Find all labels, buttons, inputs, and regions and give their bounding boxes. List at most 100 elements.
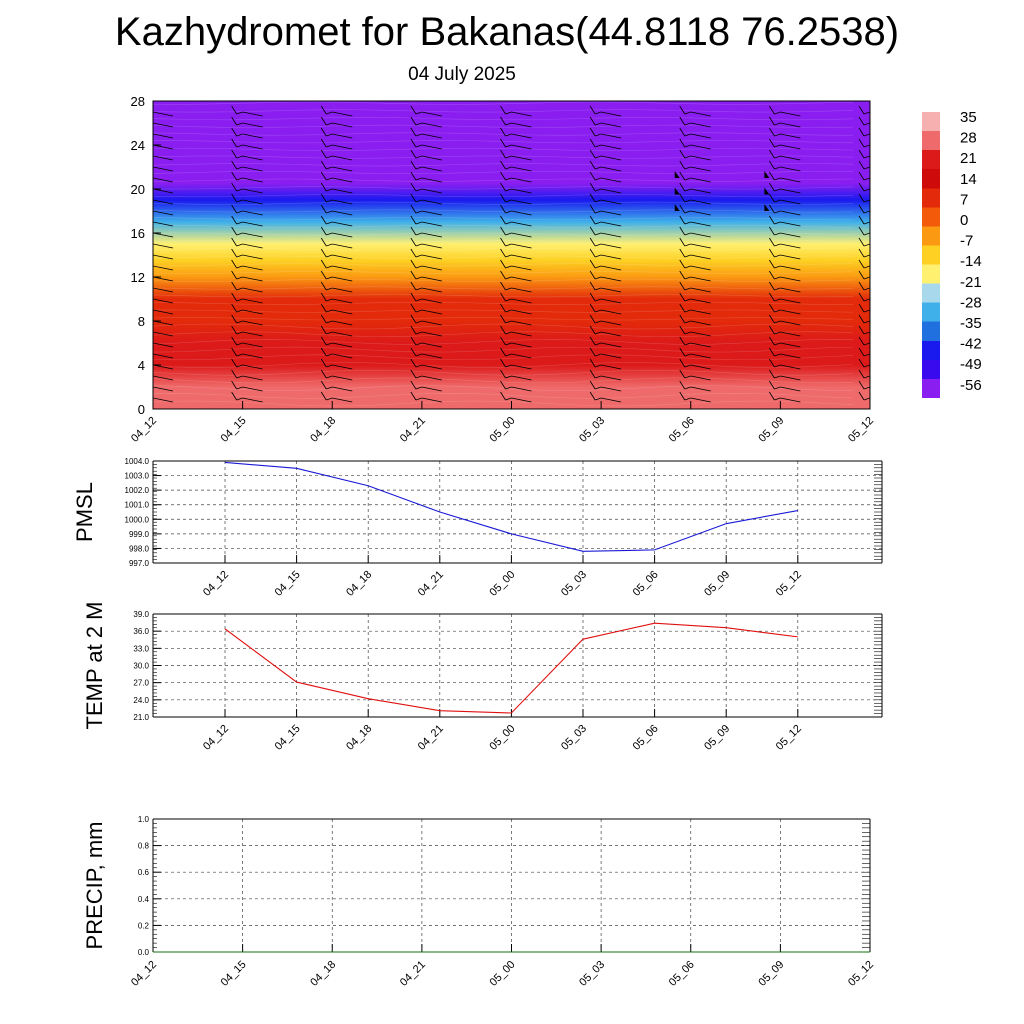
- barb-tail: [242, 155, 263, 161]
- wind-barbs: [142, 105, 870, 403]
- barb-tail: [332, 243, 353, 249]
- y-tick-label: 1.0: [138, 815, 150, 824]
- wind-barb: [589, 358, 622, 370]
- x-tick-label: 05_00: [488, 959, 518, 989]
- barb-tail: [153, 133, 174, 139]
- barb-flag: [500, 160, 506, 170]
- wind-barb: [769, 105, 801, 117]
- barb-tail: [869, 222, 870, 223]
- barb-flag: [320, 281, 327, 291]
- barb-shaft: [153, 112, 154, 113]
- barb-shaft: [684, 177, 691, 181]
- wind-barb: [500, 380, 532, 392]
- barb-shaft: [415, 133, 423, 137]
- barb-flag: [410, 259, 417, 269]
- wind-barb: [153, 287, 174, 293]
- contour-line: [153, 323, 854, 330]
- wind-barb: [589, 182, 622, 194]
- wind-barb: [231, 127, 263, 139]
- wind-barb: [589, 303, 622, 315]
- barb-tail: [332, 309, 353, 315]
- wind-barb: [231, 248, 263, 260]
- barb-shaft: [684, 320, 691, 324]
- barb-shaft: [153, 178, 154, 179]
- barb-shaft: [594, 386, 602, 390]
- y-tick-label: 21.0: [133, 713, 149, 722]
- wind-barb: [589, 237, 622, 249]
- x-tick-label: 04_18: [344, 569, 374, 599]
- barb-shaft: [863, 122, 870, 126]
- barb-tail: [690, 243, 711, 249]
- barb-tail: [690, 199, 711, 205]
- wind-barb: [858, 215, 870, 225]
- barb-flag: [679, 116, 686, 126]
- barb-flag: [858, 127, 865, 137]
- barb-tail: [421, 331, 442, 337]
- wind-barb: [410, 237, 442, 249]
- wind-barb: [679, 237, 711, 249]
- wind-barb: [231, 182, 263, 194]
- barb-shaft: [594, 243, 602, 247]
- barb-flag: [410, 149, 417, 159]
- barb-shaft: [684, 221, 691, 225]
- barb-flag: [858, 204, 865, 214]
- barb-shaft: [236, 122, 243, 126]
- barb-flag: [320, 171, 327, 181]
- x-tick-label: 04_18: [308, 415, 338, 445]
- barb-tail: [601, 320, 622, 326]
- barb-shaft: [684, 342, 691, 346]
- barb-flag: [231, 358, 237, 368]
- wind-barb: [500, 303, 532, 315]
- barb-flag: [410, 281, 417, 291]
- barb-flag: [410, 127, 417, 137]
- wind-barb: [142, 304, 174, 315]
- wind-barb: [589, 325, 622, 337]
- y-tick-label: 0: [138, 402, 145, 417]
- barb-shaft: [326, 254, 333, 258]
- barb-shaft: [236, 177, 243, 181]
- wind-barb: [589, 226, 622, 238]
- barb-tail: [601, 133, 622, 139]
- wind-barb: [500, 237, 532, 249]
- wind-barb: [320, 347, 353, 359]
- barb-flag: [320, 336, 327, 346]
- wind-barb: [500, 138, 532, 150]
- barb-flag: [142, 304, 147, 312]
- wind-barb: [410, 358, 442, 370]
- barb-shaft: [774, 397, 781, 401]
- barb-tail: [780, 342, 801, 348]
- barb-tail: [421, 309, 442, 315]
- wind-barb: [153, 122, 174, 128]
- barb-shaft: [594, 298, 602, 302]
- barb-flag: [320, 303, 327, 313]
- barb-flag: [410, 182, 417, 192]
- barb-shaft: [415, 320, 423, 324]
- barb-tail: [690, 177, 711, 183]
- y-tick-label: 27.0: [133, 679, 149, 688]
- barb-shaft: [774, 254, 781, 258]
- barb-tail: [153, 287, 174, 293]
- barb-tail: [511, 155, 532, 161]
- wind-barb: [320, 270, 353, 282]
- barb-tail: [869, 178, 870, 179]
- barb-shaft: [153, 321, 154, 322]
- x-tick-label: 04_18: [344, 723, 374, 753]
- barb-flag: [500, 226, 506, 236]
- wind-barb: [410, 127, 442, 139]
- barb-shaft: [863, 298, 870, 302]
- wind-barb: [231, 358, 263, 370]
- barb-shaft: [415, 342, 423, 346]
- barb-shaft: [774, 243, 781, 247]
- wind-pennant: [674, 204, 680, 211]
- barb-flag: [500, 248, 506, 258]
- barb-flag: [679, 215, 686, 225]
- barb-shaft: [594, 364, 602, 368]
- barb-flag: [589, 391, 596, 401]
- barb-tail: [421, 188, 442, 194]
- barb-flag: [679, 226, 686, 236]
- contour-line: [153, 117, 854, 121]
- barb-shaft: [415, 166, 423, 170]
- wind-barb: [589, 127, 622, 139]
- contour-line: [153, 248, 854, 251]
- barb-flag: [142, 172, 147, 180]
